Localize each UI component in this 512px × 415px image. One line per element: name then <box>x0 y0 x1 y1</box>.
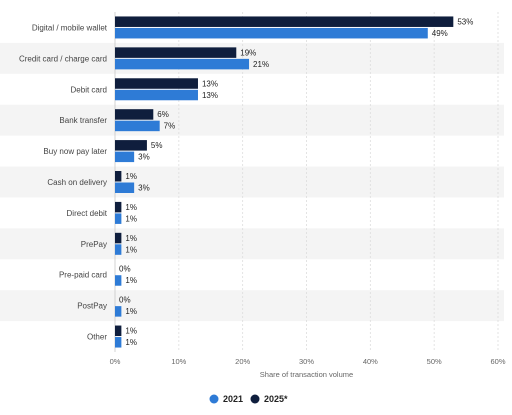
category-label: Cash on delivery <box>47 178 107 187</box>
value-label: 1% <box>125 307 137 316</box>
bar-2025[interactable] <box>115 325 122 337</box>
category-label: Other <box>87 333 107 342</box>
x-tick-label: 20% <box>235 357 250 366</box>
value-label: 1% <box>125 327 137 336</box>
x-tick-label: 50% <box>427 357 442 366</box>
value-label: 1% <box>125 203 137 212</box>
value-label: 1% <box>125 276 137 285</box>
category-label: Credit card / charge card <box>19 54 107 63</box>
value-label: 1% <box>125 214 137 223</box>
value-label: 21% <box>253 60 269 69</box>
x-tick-label: 60% <box>490 357 505 366</box>
bar-2025[interactable] <box>115 78 198 89</box>
x-tick-label: 10% <box>171 357 186 366</box>
value-label: 1% <box>125 245 137 254</box>
row-band <box>0 104 504 136</box>
value-label: 13% <box>202 79 218 88</box>
category-label: Buy now pay later <box>43 147 107 156</box>
bar-2021[interactable] <box>115 151 135 163</box>
legend-marker[interactable] <box>209 394 219 404</box>
bar-2025[interactable] <box>115 171 122 182</box>
bar-2021[interactable] <box>115 275 122 286</box>
bar-2021[interactable] <box>115 27 428 39</box>
bar-2021[interactable] <box>115 58 250 70</box>
category-label: PostPay <box>77 302 107 311</box>
category-label: PrePay <box>81 240 107 249</box>
bar-2025[interactable] <box>115 47 237 58</box>
value-label: 7% <box>164 122 176 131</box>
bar-2021[interactable] <box>115 337 122 348</box>
bars <box>115 16 454 348</box>
bar-2021[interactable] <box>115 182 135 194</box>
row-band <box>0 166 504 198</box>
row-band <box>0 42 504 74</box>
bar-2021[interactable] <box>115 213 122 224</box>
value-label: 1% <box>125 172 137 181</box>
value-label: 1% <box>125 338 137 347</box>
x-tick-label: 30% <box>299 357 314 366</box>
row-band <box>0 290 504 322</box>
row-bands <box>0 42 504 322</box>
x-tick-label: 0% <box>110 357 121 366</box>
value-label: 3% <box>138 153 150 162</box>
category-label: Debit card <box>71 85 107 94</box>
value-label: 1% <box>125 234 137 243</box>
category-label: Pre-paid card <box>59 271 107 280</box>
bar-2025[interactable] <box>115 201 122 213</box>
value-label: 6% <box>157 110 169 119</box>
legend-label[interactable]: 2025* <box>264 394 288 404</box>
x-axis-title: Share of transaction volume <box>260 370 353 379</box>
bar-2021[interactable] <box>115 306 122 317</box>
bar-2025[interactable] <box>115 16 454 27</box>
value-label: 13% <box>202 91 218 100</box>
category-label: Direct debit <box>67 209 108 218</box>
category-label: Digital / mobile wallet <box>32 23 108 32</box>
value-label: 5% <box>151 141 163 150</box>
value-labels: 53%49%19%21%13%13%6%7%5%3%1%3%1%1%1%1%0%… <box>119 17 473 347</box>
legend-marker[interactable] <box>250 394 260 404</box>
value-label: 0% <box>119 265 131 274</box>
value-label: 0% <box>119 296 131 305</box>
bar-2025[interactable] <box>115 109 154 120</box>
row-band <box>0 228 504 260</box>
value-label: 19% <box>240 48 256 57</box>
bar-2021[interactable] <box>115 89 198 101</box>
legend[interactable]: 2021 2025* <box>209 394 289 404</box>
x-tick-labels: 0% 10% 20% 30% 40% 50% 60% <box>110 357 506 366</box>
category-labels: Digital / mobile wallet Credit card / cha… <box>19 23 108 341</box>
bar-2025[interactable] <box>115 140 147 151</box>
bar-2025[interactable] <box>115 232 122 244</box>
bar-2021[interactable] <box>115 120 160 132</box>
value-label: 53% <box>457 17 473 26</box>
category-label: Bank transfer <box>59 116 107 125</box>
bar-2021[interactable] <box>115 244 122 255</box>
value-label: 49% <box>432 29 448 38</box>
x-tick-label: 40% <box>363 357 378 366</box>
value-label: 3% <box>138 184 150 193</box>
legend-label[interactable]: 2021 <box>223 394 243 404</box>
